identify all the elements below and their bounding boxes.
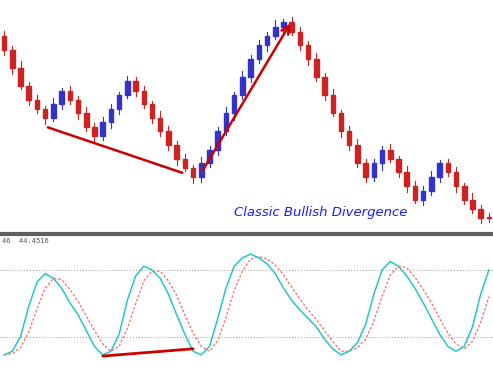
Bar <box>454 172 458 186</box>
Bar <box>446 163 450 172</box>
Bar <box>2 36 6 50</box>
Bar <box>372 163 376 177</box>
Bar <box>240 77 245 95</box>
Bar <box>314 59 318 77</box>
Bar <box>68 91 72 100</box>
Bar <box>429 177 434 190</box>
Bar <box>215 131 220 150</box>
Bar <box>380 150 385 163</box>
Bar <box>478 209 483 218</box>
Bar <box>232 95 237 113</box>
Bar <box>421 190 425 200</box>
Bar <box>404 172 409 186</box>
Bar <box>248 59 253 77</box>
Bar <box>166 131 171 145</box>
Bar <box>355 145 360 163</box>
Bar <box>256 45 261 59</box>
Bar <box>76 100 80 113</box>
Bar <box>51 104 56 118</box>
Bar <box>10 50 15 68</box>
Bar <box>388 150 392 159</box>
Bar <box>59 91 64 104</box>
Bar <box>322 77 327 95</box>
Bar <box>413 186 417 200</box>
Bar <box>92 127 97 136</box>
Bar <box>27 86 31 100</box>
Bar <box>84 113 89 127</box>
Bar <box>43 109 47 118</box>
Bar <box>133 81 138 91</box>
Bar <box>175 145 179 159</box>
Bar <box>117 95 121 109</box>
Text: 46  44.4516: 46 44.4516 <box>2 237 49 244</box>
Bar <box>306 45 311 59</box>
Bar <box>265 36 269 45</box>
Bar <box>396 159 401 172</box>
Bar <box>158 118 163 131</box>
Bar <box>199 163 204 177</box>
Bar <box>18 68 23 86</box>
Bar <box>289 22 294 32</box>
Bar <box>108 109 113 122</box>
Bar <box>298 32 302 45</box>
Bar <box>141 91 146 104</box>
Bar <box>150 104 154 118</box>
Bar <box>101 122 105 136</box>
Bar <box>35 100 39 109</box>
Bar <box>273 27 278 36</box>
Bar <box>125 81 130 95</box>
Bar <box>347 131 352 145</box>
Bar <box>182 159 187 168</box>
Bar <box>339 113 343 131</box>
Bar <box>363 163 368 177</box>
Bar <box>470 200 475 209</box>
Bar <box>462 186 466 200</box>
Bar <box>437 163 442 177</box>
Bar <box>487 217 491 218</box>
Bar <box>330 95 335 113</box>
Text: Classic Bullish Divergence: Classic Bullish Divergence <box>234 206 408 219</box>
Bar <box>207 150 212 163</box>
Bar <box>191 168 195 177</box>
Bar <box>224 113 228 131</box>
Bar <box>281 22 286 27</box>
